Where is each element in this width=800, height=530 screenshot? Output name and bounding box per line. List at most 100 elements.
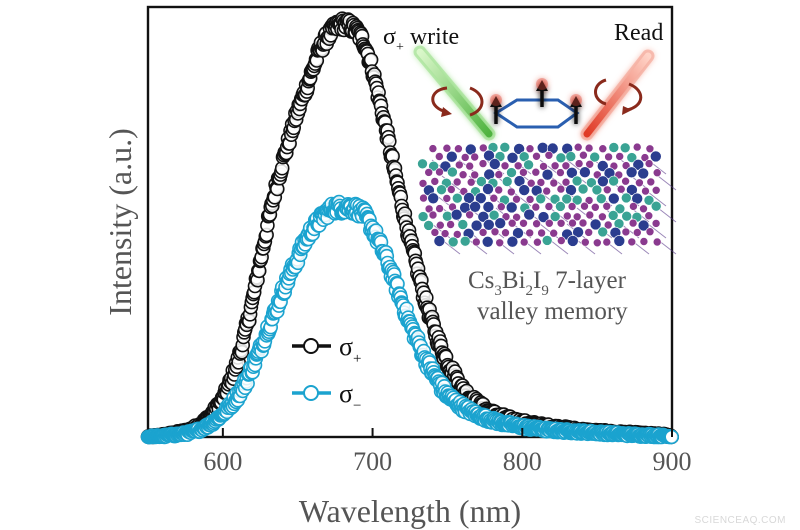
lattice-atom: [500, 161, 510, 171]
lattice-atom: [579, 150, 588, 160]
lattice-atom: [435, 204, 444, 213]
lattice-atom: [579, 166, 591, 178]
lattice-atom: [539, 162, 548, 171]
lattice-atom: [580, 237, 590, 247]
lattice-atom: [537, 211, 550, 223]
lattice-atom: [417, 211, 429, 222]
lattice-atom: [470, 152, 480, 162]
lattice-atom: [531, 202, 541, 212]
lattice-atom: [423, 220, 434, 231]
lattice-atom: [482, 219, 495, 231]
lattice-atom: [481, 236, 494, 248]
lattice-atom: [451, 192, 463, 204]
lattice-atom: [532, 219, 541, 228]
lattice-atom: [452, 230, 462, 239]
lattice-atom: [556, 168, 565, 177]
lattice-atom: [620, 192, 632, 204]
lattice-atom: [572, 226, 584, 238]
lattice-atom: [607, 192, 620, 205]
lattice-atom: [562, 211, 572, 221]
lattice-atom: [419, 193, 428, 203]
lattice-atom: [628, 218, 638, 228]
lattice-atom: [471, 237, 481, 247]
lattice-atom: [541, 235, 553, 246]
series-sigma-minus: [140, 194, 680, 445]
lattice-atom: [460, 153, 470, 162]
lattice-atom: [499, 142, 511, 153]
lattice-atom: [447, 236, 459, 248]
lattice-atom: [430, 177, 440, 186]
lattice-atom: [434, 152, 444, 161]
lattice-atom: [616, 184, 626, 194]
lattice-atom: [644, 159, 654, 168]
lattice-atom: [561, 193, 573, 205]
lattice-atom: [501, 176, 513, 187]
lattice-atom: [418, 179, 428, 188]
lattice-atom: [598, 212, 607, 222]
lattice-atom: [651, 219, 661, 228]
lattice-atom: [447, 166, 458, 178]
lattice-atom: [652, 237, 662, 247]
write-circular-arrow: [431, 86, 484, 117]
lattice-atom: [639, 204, 648, 214]
lattice-atom: [585, 160, 595, 169]
lattice-atom: [589, 218, 602, 231]
lattice-atom: [501, 212, 511, 221]
x-tick-label: 800: [503, 447, 542, 476]
lattice-atom: [536, 142, 549, 154]
lattice-atom: [541, 168, 554, 181]
lattice-atom: [561, 161, 571, 171]
lattice-atom: [544, 202, 554, 211]
crystal-lattice: [417, 142, 677, 255]
lattice-atom: [535, 193, 547, 205]
lattice-atom: [519, 237, 529, 247]
lattice-atom: [454, 144, 463, 153]
lattice-atom: [424, 204, 434, 214]
lattice-atom: [621, 161, 631, 170]
lattice-atom: [644, 211, 654, 220]
lattice-atom: [544, 151, 554, 160]
lattice-atom: [489, 193, 499, 203]
lattice-atom: [532, 152, 541, 161]
lattice-atom: [649, 150, 662, 163]
legend-label-sigma-minus: σ: [339, 379, 353, 408]
lattice-atom: [621, 210, 633, 222]
lattice-atom: [549, 211, 561, 222]
lattice-atom: [626, 184, 638, 196]
lattice-atom: [604, 152, 613, 162]
lattice-atom: [494, 185, 504, 195]
lattice-atom: [537, 228, 546, 238]
lattice-atom: [584, 196, 594, 205]
y-axis-label: Intensity (a.u.): [102, 128, 138, 316]
lattice-atom: [428, 144, 438, 153]
lattice-atom: [556, 184, 566, 194]
svg-text:σ+: σ+: [339, 332, 361, 367]
lattice-atom: [436, 184, 447, 195]
lattice-atom: [450, 208, 463, 221]
lattice-atom: [457, 219, 469, 230]
read-circular-arrow: [594, 78, 643, 115]
lattice-atom: [501, 228, 510, 237]
lattice-atom: [596, 160, 609, 172]
lattice-atom: [631, 192, 644, 205]
lattice-atom: [578, 218, 588, 228]
lattice-atom: [518, 184, 531, 196]
lattice-atom: [523, 159, 534, 171]
lattice-atom: [549, 178, 559, 188]
lattice-atom: [589, 151, 601, 163]
lattice-atom: [629, 202, 638, 211]
lattice-atom: [445, 150, 458, 163]
lattice-bond: [468, 239, 488, 255]
lattice-atom: [602, 237, 612, 247]
lattice-atom: [496, 202, 506, 211]
lattice-bond: [657, 207, 677, 223]
lattice-bond: [576, 239, 596, 255]
lattice-atom: [635, 178, 644, 188]
lattice-atom: [646, 177, 656, 187]
x-tick-label: 700: [353, 447, 392, 476]
lattice-atom: [584, 143, 594, 153]
lattice-atom: [464, 143, 477, 156]
lattice-atom: [519, 219, 528, 228]
lattice-atom: [525, 144, 535, 153]
lattice-atom: [477, 211, 490, 223]
